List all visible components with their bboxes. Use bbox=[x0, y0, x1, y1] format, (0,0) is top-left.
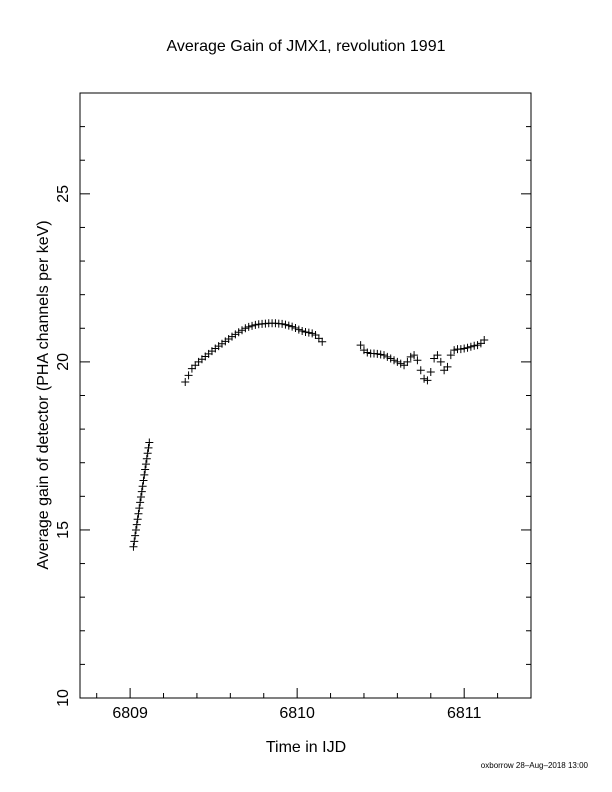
data-point bbox=[181, 378, 190, 387]
data-point bbox=[130, 537, 139, 546]
y-tick-label: 15 bbox=[55, 521, 72, 539]
data-point bbox=[390, 356, 399, 365]
data-point bbox=[137, 487, 146, 496]
y-axis-label: Average gain of detector (PHA channels p… bbox=[35, 220, 52, 569]
data-point bbox=[373, 349, 382, 358]
data-point bbox=[356, 341, 365, 350]
data-point bbox=[141, 460, 150, 469]
data-point bbox=[363, 348, 372, 357]
y-tick-label: 20 bbox=[55, 353, 72, 371]
data-point bbox=[463, 343, 472, 352]
y-tick-label: 10 bbox=[55, 689, 72, 707]
data-point bbox=[136, 493, 145, 502]
data-point bbox=[141, 465, 150, 474]
data-point bbox=[144, 443, 153, 452]
data-point bbox=[443, 362, 452, 371]
footer-note: oxborrow 28–Aug–2018 13:00 bbox=[481, 761, 589, 770]
data-point bbox=[386, 354, 395, 363]
data-point bbox=[376, 350, 385, 359]
data-point bbox=[133, 515, 142, 524]
data-point bbox=[460, 344, 469, 353]
data-point bbox=[456, 345, 465, 354]
data-point bbox=[383, 352, 392, 361]
data-point bbox=[423, 376, 432, 385]
data-point bbox=[136, 498, 145, 507]
data-point bbox=[426, 367, 435, 376]
data-point bbox=[278, 319, 287, 328]
plot-frame bbox=[79, 92, 532, 699]
data-point bbox=[251, 320, 260, 329]
data-point bbox=[403, 357, 412, 366]
data-point bbox=[298, 326, 307, 335]
x-tick-label: 6810 bbox=[279, 705, 315, 722]
data-point bbox=[135, 504, 144, 513]
data-point bbox=[446, 351, 455, 360]
data-point bbox=[132, 520, 141, 529]
data-point bbox=[413, 356, 422, 365]
data-point bbox=[480, 336, 489, 345]
data-point bbox=[140, 470, 149, 479]
data-point bbox=[466, 342, 475, 351]
data-point bbox=[396, 359, 405, 368]
data-point bbox=[473, 341, 482, 350]
data-point bbox=[129, 542, 138, 551]
data-point bbox=[440, 366, 449, 375]
data-point bbox=[433, 351, 442, 360]
data-point bbox=[234, 328, 243, 337]
data-point bbox=[294, 325, 303, 334]
data-point bbox=[134, 509, 143, 518]
data-point bbox=[291, 323, 300, 332]
data-point bbox=[131, 531, 140, 540]
data-point bbox=[131, 525, 140, 534]
data-point bbox=[470, 341, 479, 350]
data-point bbox=[406, 352, 415, 361]
x-tick-label: 6811 bbox=[447, 705, 482, 722]
data-point bbox=[416, 366, 425, 375]
data-point bbox=[318, 337, 327, 346]
data-point bbox=[244, 322, 253, 331]
data-point bbox=[187, 364, 196, 373]
data-point bbox=[304, 328, 313, 337]
chart-title: Average Gain of JMX1, revolution 1991 bbox=[167, 38, 446, 55]
data-point bbox=[301, 327, 310, 336]
data-point bbox=[231, 330, 240, 339]
data-point bbox=[284, 321, 293, 330]
data-point bbox=[138, 482, 147, 491]
data-point bbox=[450, 346, 459, 355]
y-tick-label: 25 bbox=[55, 185, 72, 203]
data-point bbox=[248, 321, 257, 330]
data-point bbox=[145, 438, 154, 447]
data-point bbox=[142, 454, 151, 463]
data-point bbox=[476, 339, 485, 348]
data-point bbox=[430, 354, 439, 363]
data-point bbox=[436, 357, 445, 366]
data-point bbox=[281, 320, 290, 329]
data-point bbox=[238, 326, 247, 335]
data-point bbox=[288, 322, 297, 331]
data-point bbox=[308, 329, 317, 338]
data-point bbox=[420, 374, 429, 383]
data-point bbox=[191, 361, 200, 370]
data-point bbox=[380, 351, 389, 360]
x-axis-label: Time in IJD bbox=[266, 739, 346, 756]
data-point bbox=[410, 351, 419, 360]
data-point bbox=[143, 449, 152, 458]
data-point bbox=[241, 324, 250, 333]
x-tick-label: 6809 bbox=[112, 705, 148, 722]
data-point bbox=[311, 331, 320, 339]
data-point bbox=[184, 371, 193, 380]
data-point bbox=[393, 357, 402, 366]
data-point bbox=[139, 476, 148, 485]
data-point bbox=[314, 334, 323, 343]
data-point bbox=[400, 361, 409, 370]
